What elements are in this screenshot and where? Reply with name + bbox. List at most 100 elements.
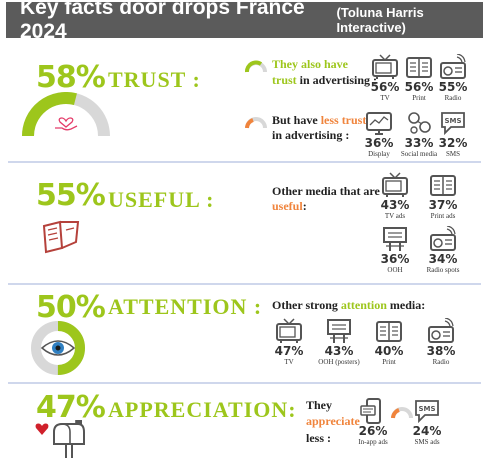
appreciation-stat-in-app: 26% In-app ads: [346, 398, 400, 447]
tv-icon: [276, 318, 302, 343]
source-note: (Toluna Harris Interactive): [336, 5, 424, 35]
social-media-icon: [408, 112, 431, 134]
stat-name: Print: [412, 94, 426, 102]
tv-icon: [382, 172, 408, 197]
stat-name: Print: [382, 358, 396, 366]
trust-label: TRUST :: [108, 67, 201, 92]
low-gauge-icon: [245, 117, 267, 129]
attention-stat-ooh: 43% OOH (posters): [312, 318, 366, 367]
stat-value: 34%: [428, 252, 458, 266]
small-heart-icon: [42, 101, 52, 110]
stat-name: In-app ads: [358, 438, 388, 446]
trust-stat-print: 56% Print: [392, 54, 446, 103]
low-gauge-icon: [391, 407, 413, 419]
stat-name: Radio spots: [426, 266, 460, 274]
trust-stat-sms: SMS 32% SMS: [426, 110, 480, 159]
useful-label: USEFUL :: [108, 187, 215, 212]
stat-value: 33%: [404, 136, 434, 150]
billboard-icon: [327, 319, 351, 343]
display-icon: [366, 112, 392, 135]
hand-heart-icon: [55, 117, 78, 131]
trust-also-rest: in advertising :: [296, 73, 378, 87]
appreciation-text-line3: less :: [306, 431, 331, 445]
high-gauge-icon: [245, 60, 267, 73]
attention-text-b: media:: [386, 298, 426, 312]
trust-also-line1: They also have: [272, 57, 349, 71]
stat-name: TV ads: [384, 212, 406, 220]
trust-highlight: trust: [272, 73, 297, 87]
attention-stat-radio: 38% Radio: [414, 318, 468, 367]
trust-stat-display: 36% Display: [352, 110, 406, 159]
attention-stat-tv: 47% TV: [262, 318, 316, 367]
print-icon: [430, 175, 456, 196]
stat-value: 40%: [374, 344, 404, 358]
appreciation-stat-sms: SMS 24% SMS ads: [400, 398, 454, 447]
attention-label: ATTENTION :: [108, 294, 263, 319]
stat-value: 24%: [412, 424, 442, 438]
appreciation-text-line1: They: [306, 398, 333, 412]
stat-value: 43%: [380, 198, 410, 212]
useful-colon: :: [302, 199, 307, 213]
useful-text-line2: useful:: [272, 199, 307, 214]
attention-donut: [31, 321, 85, 375]
stat-name: Print ads: [430, 212, 456, 220]
useful-stat-print: 37% Print ads: [416, 172, 470, 221]
section-divider: [8, 161, 481, 163]
trust-percentage: 58%: [36, 60, 106, 95]
stat-name: OOH (posters): [318, 358, 360, 366]
trust-stat-social-media: 33% Social media: [392, 110, 446, 159]
radio-icon: [440, 54, 466, 79]
appreciation-label: APPRECIATION:: [108, 397, 297, 422]
attention-highlight: attention: [340, 298, 387, 312]
stat-name: TV: [284, 358, 294, 366]
print-icon: [376, 321, 402, 342]
stat-value: 32%: [438, 136, 468, 150]
stat-name: Social media: [400, 150, 438, 158]
stat-name: TV: [380, 94, 390, 102]
tv-icon: [372, 54, 398, 79]
stat-name: Display: [368, 150, 390, 158]
trust-gauge: [22, 92, 110, 137]
useful-text-line1: Other media that are: [272, 184, 380, 198]
stat-value: 47%: [274, 344, 304, 358]
stat-name: OOH: [387, 266, 403, 274]
attention-text: Other strong attention media:: [272, 298, 425, 313]
stat-name: SMS ads: [414, 438, 440, 446]
stat-name: Radio: [432, 358, 450, 366]
stat-name: Radio: [444, 94, 462, 102]
trust-less-a: But have: [272, 113, 321, 127]
appreciation-percentage: 47%: [36, 390, 106, 425]
stat-value: 43%: [324, 344, 354, 358]
useful-stat-tv: 43% TV ads: [368, 172, 422, 221]
stat-value: 56%: [404, 80, 434, 94]
heart-icon: [35, 423, 49, 435]
header-banner: Key facts door drops France 2024 (Toluna…: [6, 0, 483, 43]
radio-icon: [430, 226, 456, 251]
attention-text-a: Other strong: [272, 298, 341, 312]
eye-icon: [40, 340, 76, 356]
svg-text:SMS: SMS: [444, 117, 461, 125]
trust-less-line1: But have less trust: [272, 113, 366, 128]
page-title: Key facts door drops France 2024: [20, 0, 305, 43]
mailbox-icon: [53, 420, 85, 458]
stat-value: 37%: [428, 198, 458, 212]
sms-icon: SMS: [441, 112, 465, 136]
stat-value: 36%: [364, 136, 394, 150]
trust-stat-radio: 55% Radio: [426, 54, 480, 103]
radio-icon: [428, 318, 454, 343]
section-divider: [8, 382, 481, 384]
stat-value: 26%: [358, 424, 388, 438]
trust-stat-tv: 56% TV: [358, 54, 412, 103]
stat-name: SMS: [445, 150, 460, 158]
attention-stat-print: 40% Print: [362, 318, 416, 367]
open-book-icon: [42, 220, 80, 254]
stat-value: 55%: [438, 80, 468, 94]
useful-highlight: useful: [272, 199, 303, 213]
useful-stat-radio: 34% Radio spots: [416, 226, 470, 275]
appreciation-highlight: appreciate: [306, 414, 360, 428]
useful-stat-ooh: 36% OOH: [368, 226, 422, 275]
less-trust-highlight: less trust: [320, 113, 367, 127]
useful-percentage: 55%: [36, 178, 106, 213]
trust-less-line2: in advertising :: [272, 128, 350, 142]
svg-text:SMS: SMS: [418, 405, 435, 413]
